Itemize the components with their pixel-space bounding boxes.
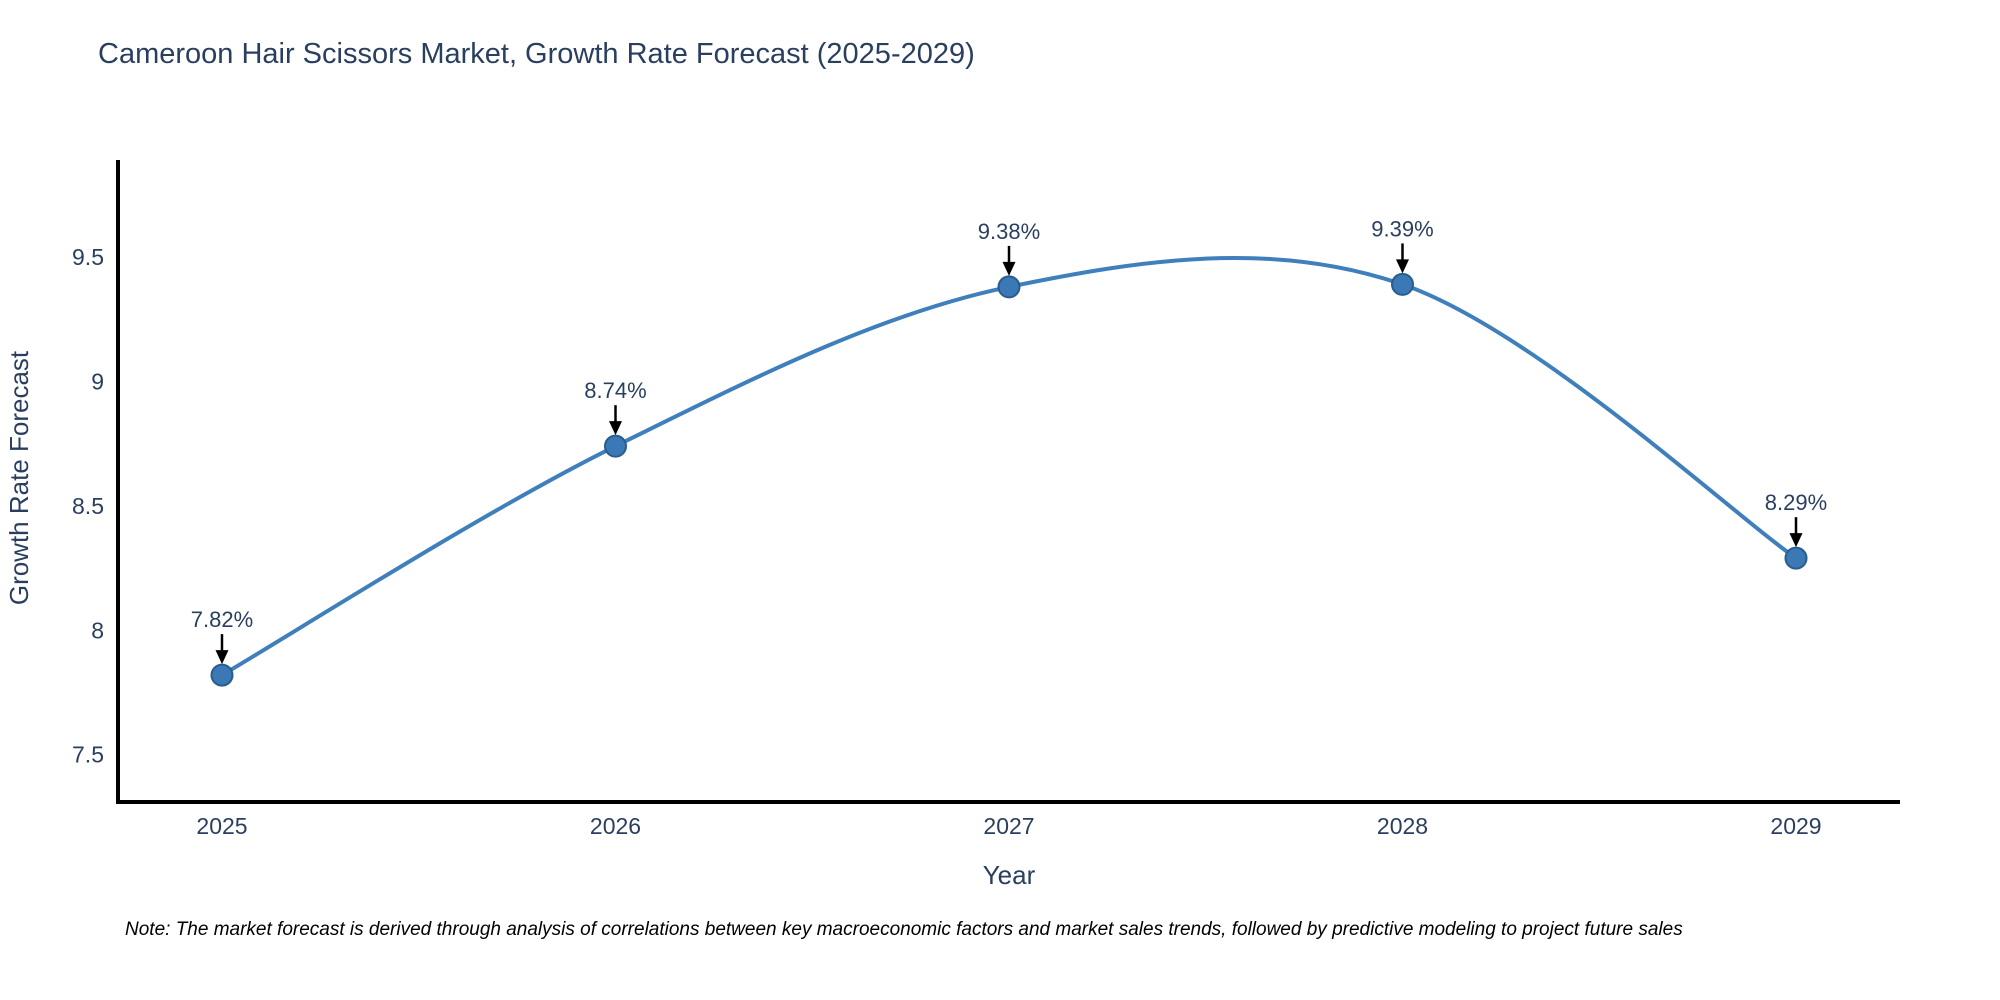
x-axis-title: Year bbox=[983, 860, 1036, 890]
data-point-marker[interactable] bbox=[1784, 546, 1808, 570]
x-tick-label: 2025 bbox=[196, 813, 247, 839]
annotation-arrowhead bbox=[1789, 533, 1803, 548]
data-point-label: 8.74% bbox=[584, 378, 646, 403]
y-tick-label: 8.5 bbox=[72, 493, 104, 519]
x-tick-label: 2027 bbox=[983, 813, 1034, 839]
line-series bbox=[220, 255, 1798, 678]
data-point-marker[interactable] bbox=[604, 434, 627, 458]
data-point-marker[interactable] bbox=[210, 663, 234, 687]
y-tick-label: 9.5 bbox=[72, 244, 104, 270]
annotation-arrowhead bbox=[1396, 259, 1409, 274]
data-point-label: 9.38% bbox=[978, 219, 1040, 244]
x-tick-label: 2026 bbox=[590, 813, 641, 839]
y-tick-label: 8 bbox=[91, 617, 104, 643]
annotation-arrowhead bbox=[609, 421, 622, 436]
data-point-label: 8.29% bbox=[1765, 490, 1827, 515]
y-tick-label: 9 bbox=[91, 368, 104, 394]
chart-title: Cameroon Hair Scissors Market, Growth Ra… bbox=[98, 38, 975, 70]
x-tick-label: 2028 bbox=[1377, 813, 1428, 839]
data-point-marker[interactable] bbox=[1391, 272, 1414, 296]
x-tick-label: 2029 bbox=[1770, 813, 1821, 839]
annotation-arrowhead bbox=[1002, 261, 1016, 276]
footnote: Note: The market forecast is derived thr… bbox=[125, 919, 1683, 940]
y-tick-label: 7.5 bbox=[72, 742, 104, 768]
y-axis-title: Growth Rate Forecast bbox=[4, 350, 34, 605]
plot-content: 7.5 8 8.5 9 9.5 2025 2026 2027 2028 2029 7.82% 8.74… bbox=[72, 160, 1900, 839]
data-point-label: 7.82% bbox=[191, 607, 253, 632]
data-point-marker[interactable] bbox=[997, 275, 1021, 299]
data-point-label: 9.39% bbox=[1371, 216, 1433, 241]
annotation-arrowhead bbox=[215, 650, 229, 665]
